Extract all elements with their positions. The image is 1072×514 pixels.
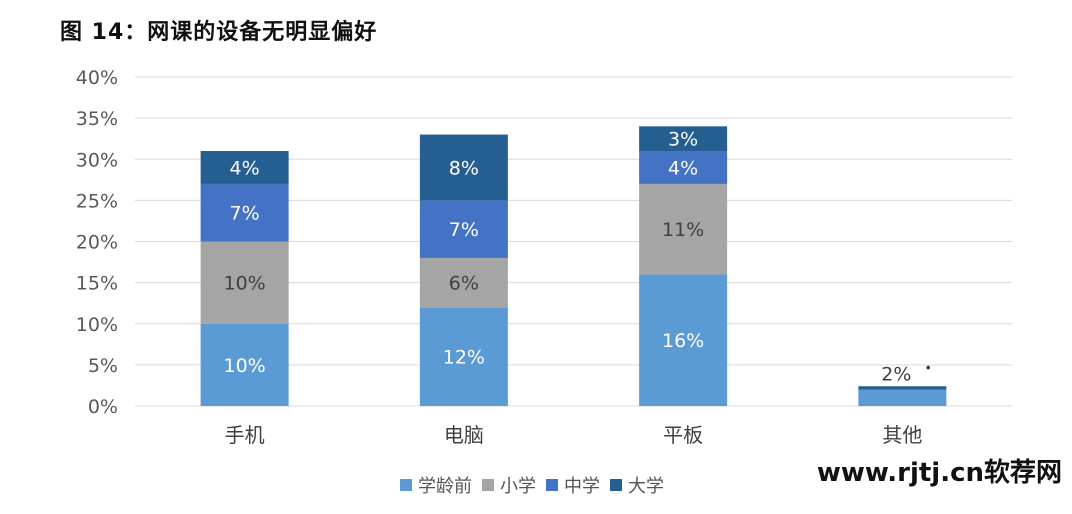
- bar-data-label: 8%: [449, 157, 479, 179]
- legend-label: 小学: [500, 476, 536, 497]
- bar-data-label: 3%: [668, 129, 698, 151]
- bar-data-label: 2%: [881, 363, 911, 385]
- bar-segment: [419, 257, 508, 308]
- x-tick-label: 电脑: [444, 423, 484, 447]
- legend-item: 学龄前: [400, 472, 472, 498]
- legend-item: 中学: [546, 472, 600, 498]
- legend-swatch: [482, 479, 494, 491]
- bar-data-label: 10%: [224, 273, 266, 295]
- bar-data-label: 11%: [662, 219, 704, 241]
- bar-data-label: 6%: [449, 273, 479, 295]
- bar-data-label: 16%: [662, 330, 704, 352]
- bar-segment: [200, 183, 289, 242]
- legend: 学龄前 小学 中学 大学: [400, 472, 664, 498]
- y-tick-label: 15%: [76, 273, 118, 295]
- bar-segment: [639, 126, 728, 152]
- y-tick-label: 25%: [76, 190, 118, 212]
- y-tick-label: 0%: [88, 396, 118, 418]
- y-tick-label: 5%: [88, 355, 118, 377]
- bar-segment: [639, 151, 728, 184]
- stacked-bar-chart: 0% 5% 10% 15% 20% 25% 30% 35% 40% 10% 10% 7% 4% 12% 6…: [76, 67, 1012, 447]
- x-tick-label: 手机: [225, 423, 265, 447]
- bar-segment: [419, 307, 508, 406]
- legend-item: 大学: [610, 472, 664, 498]
- y-tick-label: 40%: [76, 67, 118, 89]
- bar-data-label: 4%: [230, 157, 260, 179]
- y-tick-label: 20%: [76, 232, 118, 254]
- bar-data-label: 4%: [668, 157, 698, 179]
- bar-segment: [200, 151, 289, 184]
- bar-segment: [639, 183, 728, 275]
- watermark-text: www.rjtj.cn软荐网: [816, 458, 1062, 488]
- legend-label: 中学: [564, 476, 600, 497]
- bar-segment: [639, 274, 728, 406]
- bar-segment: [419, 134, 508, 201]
- x-tick-label: 其他: [882, 423, 922, 447]
- legend-item: 小学: [482, 472, 536, 498]
- y-axis: 0% 5% 10% 15% 20% 25% 30% 35% 40%: [76, 67, 118, 418]
- bar-segment: [858, 389, 947, 406]
- bar-data-label: 10%: [224, 355, 266, 377]
- bar-data-label: 7%: [230, 203, 260, 225]
- x-tick-label: 平板: [663, 423, 703, 447]
- bar-data-label: 12%: [443, 347, 485, 369]
- legend-label: 大学: [628, 476, 664, 497]
- legend-swatch: [610, 479, 622, 491]
- y-tick-label: 35%: [76, 108, 118, 130]
- bar-group: 10% 10% 7% 4% 12% 6% 7% 8% 16% 11% 4% 3% 2% •: [200, 126, 947, 406]
- bar-segment: [858, 386, 947, 390]
- bar-label-marker: •: [924, 361, 932, 376]
- y-tick-label: 30%: [76, 149, 118, 171]
- y-tick-label: 10%: [76, 314, 118, 336]
- legend-swatch: [400, 479, 412, 491]
- legend-swatch: [546, 479, 558, 491]
- x-axis: 手机 电脑 平板 其他: [225, 423, 923, 447]
- chart-title: 图 14：网课的设备无明显偏好: [60, 20, 378, 45]
- bar-segment: [419, 200, 508, 258]
- bar-segment: [200, 323, 289, 406]
- bar-data-label: 7%: [449, 219, 479, 241]
- legend-label: 学龄前: [418, 476, 472, 497]
- bar-segment: [200, 241, 289, 324]
